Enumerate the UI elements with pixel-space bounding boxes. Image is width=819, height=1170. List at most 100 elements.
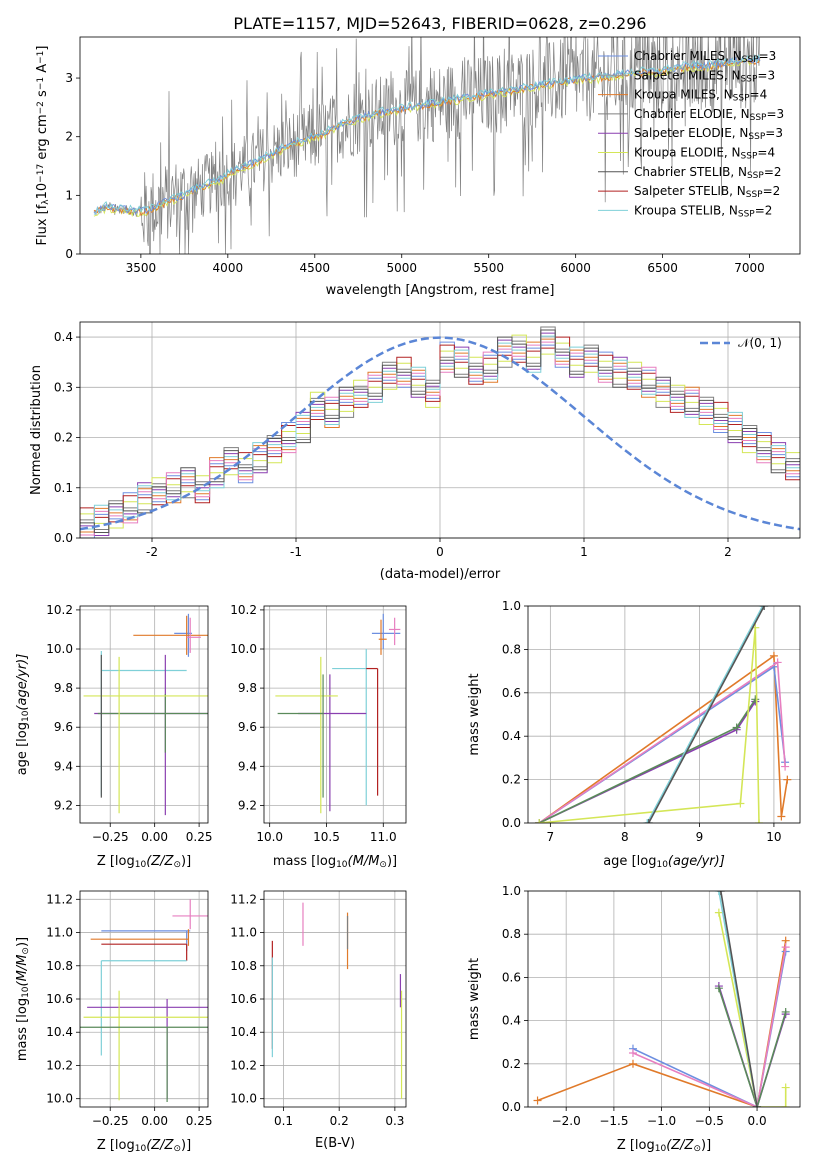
- x-axis-label: Z [log10(Z/Z⊙)]: [97, 1138, 191, 1154]
- label-part: −1: [36, 51, 46, 64]
- weight-series-line: [538, 665, 786, 823]
- x-tick-label: 0.25: [186, 830, 213, 844]
- label-part: =2: [764, 165, 782, 179]
- weight-marker: [716, 891, 725, 895]
- label-part: 10: [655, 1144, 667, 1154]
- x-tick-label: 9: [696, 830, 704, 844]
- x-axis-label: age [log10(age/yr)]: [603, 854, 725, 870]
- y-axis-label: mass weight: [467, 958, 482, 1040]
- y-tick-label: 9.4: [238, 759, 257, 773]
- label-part: SSP: [741, 75, 758, 85]
- errorbar-point: [378, 619, 387, 655]
- x-tick-label: −1.5: [599, 1114, 628, 1128]
- label-part: SSP: [738, 210, 755, 220]
- x-tick-label: 6000: [560, 261, 591, 275]
- label-part: age [log: [603, 854, 656, 869]
- errorbar-area: [271, 902, 403, 1099]
- label-part: ⊙: [379, 860, 387, 870]
- y-tick-label: 1.0: [502, 884, 521, 898]
- y-tick-label: 1: [65, 188, 73, 202]
- weight-marker: [769, 651, 778, 660]
- label-part: −17: [36, 164, 46, 183]
- x-tick-label: 4500: [300, 261, 331, 275]
- x-axis-label: Z [log10(Z/Z⊙)]: [97, 854, 191, 870]
- y-tick-label: 10.4: [46, 1025, 73, 1039]
- weight-vs-metallicity-panel: −2.0 −1.5 −1.0 −0.5 0.0 0.0 0.2 0.4 0.6 0.8 1.0 Z […: [467, 884, 801, 1154]
- y-tick-label: 1.0: [502, 599, 521, 613]
- label-part: Chabrier ELODIE, N: [634, 107, 750, 121]
- weight-marker: [781, 1103, 790, 1107]
- errorbar-point: [275, 656, 338, 814]
- y-axis-label: Normed distribution: [29, 365, 44, 495]
- y-tick-label: 0.3: [54, 380, 73, 394]
- model-spectrum-line: [93, 53, 761, 215]
- weight-area: [535, 606, 792, 823]
- weight-marker: [781, 1007, 790, 1016]
- x-tick-label: 5500: [473, 261, 504, 275]
- weight-series-line: [538, 654, 789, 823]
- y-tick-label: 10.6: [46, 992, 73, 1006]
- y-tick-label: 11.2: [46, 892, 73, 906]
- mass-vs-ebv-panel: 0.1 0.2 0.3 10.0 10.2 10.4 10.6 10.8 11.0 11.2 E(B…: [230, 890, 407, 1151]
- y-tick-label: 10.2: [230, 1058, 257, 1072]
- errorbar-point: [83, 656, 208, 814]
- y-tick-label: 0.0: [502, 816, 521, 830]
- x-tick-label: 7: [547, 830, 555, 844]
- y-tick-label: 9.8: [238, 681, 257, 695]
- label-part: )]: [181, 1138, 191, 1153]
- x-tick-label: −0.25: [92, 1114, 129, 1128]
- weight-area: [533, 891, 790, 1107]
- legend-entry: Chabrier MILES, NSSP=3: [634, 49, 776, 65]
- label-part: age [log: [15, 722, 30, 775]
- y-axis-label: age [log10(age/yr)]: [15, 654, 31, 776]
- weight-marker: [783, 775, 792, 784]
- weight-marker: [760, 606, 769, 610]
- y-axis-label: mass weight: [467, 673, 482, 755]
- errorbar-point: [90, 929, 190, 946]
- y-tick-label: 11.2: [230, 892, 257, 906]
- label-part: SSP: [733, 94, 750, 104]
- x-tick-label: 10.0: [256, 830, 283, 844]
- label-part: Z [log: [97, 1138, 135, 1153]
- label-part: ]: [35, 46, 50, 51]
- x-tick-label: 5000: [386, 261, 417, 275]
- weight-marker: [535, 819, 544, 823]
- weight-marker: [781, 943, 790, 952]
- label-part: A: [35, 64, 50, 77]
- model-spectrum-line: [93, 58, 761, 217]
- axes-frame: [79, 36, 801, 255]
- normal-distribution-curve: [80, 336, 800, 531]
- label-part: )]: [701, 1138, 711, 1153]
- legend-entry: Salpeter STELIB, NSSP=2: [634, 184, 780, 200]
- y-tick-label: 0.1: [54, 481, 73, 495]
- label-part: )]: [181, 854, 191, 869]
- y-tick-label: 0.6: [502, 686, 521, 700]
- weight-marker: [533, 1096, 542, 1105]
- mass-vs-metallicity-panel: −0.25 0.00 0.25 10.0 10.2 10.4 10.6 10.8 11.0 11.…: [15, 890, 212, 1154]
- label-part: (age/yr)]: [15, 654, 30, 711]
- histogram-series: [80, 329, 800, 538]
- y-tick-label: 9.6: [54, 720, 73, 734]
- weight-series-line: [539, 627, 760, 823]
- label-part: =3: [759, 49, 777, 63]
- label-part: Kroupa ELODIE, N: [634, 146, 741, 160]
- x-tick-label: 6500: [647, 261, 678, 275]
- weight-marker: [628, 1049, 637, 1057]
- weight-marker: [644, 819, 653, 823]
- label-part: =3: [757, 68, 775, 82]
- y-tick-label: 0.2: [54, 431, 73, 445]
- weight-marker: [751, 695, 760, 704]
- label-part: Salpeter MILES, N: [634, 68, 741, 82]
- y-tick-label: 2: [65, 130, 73, 144]
- y-tick-label: 10.0: [46, 642, 73, 656]
- label-part: 10: [336, 860, 348, 870]
- weight-marker: [781, 1083, 790, 1092]
- y-tick-label: 0.2: [502, 773, 521, 787]
- label-part: ⊙: [173, 1144, 181, 1154]
- weight-marker: [736, 799, 745, 808]
- errorbar-area: [83, 613, 208, 816]
- y-tick-label: 3: [65, 71, 73, 85]
- label-part: s: [35, 90, 50, 101]
- legend-entry: Salpeter MILES, NSSP=3: [634, 68, 775, 84]
- legend-entry: Salpeter ELODIE, NSSP=3: [634, 126, 783, 142]
